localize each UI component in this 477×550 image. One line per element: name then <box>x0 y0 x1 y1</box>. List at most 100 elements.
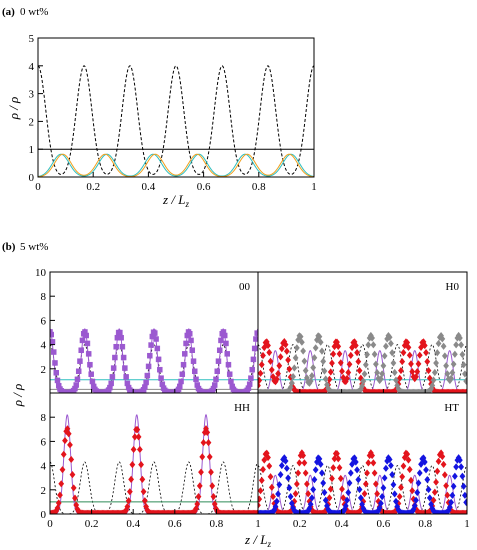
data-point <box>311 476 318 484</box>
data-point <box>145 363 152 370</box>
data-point <box>216 347 223 353</box>
data-point <box>291 364 298 372</box>
data-point <box>301 459 308 467</box>
data-point <box>421 341 428 350</box>
data-point <box>52 360 58 366</box>
data-point <box>413 496 419 504</box>
data-point <box>182 351 188 357</box>
data-point <box>297 333 304 341</box>
data-point <box>378 499 384 507</box>
data-point <box>147 352 153 359</box>
data-point <box>119 343 126 350</box>
data-point <box>123 506 130 514</box>
data-point <box>443 482 449 490</box>
data-point <box>390 359 397 367</box>
data-point <box>277 471 284 479</box>
data-point <box>362 480 369 488</box>
data-point <box>398 366 404 375</box>
data-point <box>329 474 335 483</box>
panel-a-title: 0 wt% <box>20 6 48 18</box>
panel-b-title: 5 wt% <box>20 241 48 253</box>
data-point <box>339 367 345 375</box>
data-point <box>288 379 295 387</box>
data-point <box>451 350 458 358</box>
data-point <box>365 459 372 467</box>
data-point <box>77 358 83 364</box>
data-point <box>360 377 367 385</box>
data-point <box>288 499 295 507</box>
data-point <box>342 377 349 386</box>
data-point <box>125 497 132 505</box>
data-point <box>367 449 374 457</box>
data-point <box>398 483 404 492</box>
data-point <box>154 345 161 352</box>
data-point <box>462 491 467 499</box>
data-point <box>396 492 403 501</box>
data-point <box>460 361 467 369</box>
data-point <box>433 359 439 367</box>
data-point <box>408 476 414 484</box>
data-point <box>258 381 261 390</box>
data-point <box>337 359 344 367</box>
data-point <box>409 367 416 376</box>
data-point <box>67 441 73 449</box>
data-point <box>304 480 310 488</box>
panel-a-xtick-label: 0 <box>35 181 41 193</box>
data-point <box>88 371 94 377</box>
data-point <box>423 349 429 357</box>
panel-a-ytick-label: 5 <box>29 33 35 45</box>
data-point <box>336 464 343 472</box>
data-point <box>321 488 328 497</box>
data-point <box>459 350 466 359</box>
data-point <box>440 342 447 350</box>
data-point <box>293 480 300 488</box>
panel-b-ytick-label: 8 <box>41 412 47 424</box>
data-point <box>272 502 279 511</box>
data-point <box>292 354 299 362</box>
panel-b-xtick-label: 1 <box>255 518 261 530</box>
data-point <box>290 372 296 381</box>
panel-b-ylabel: ρ / ρ <box>10 384 25 408</box>
data-point <box>215 358 222 364</box>
panel-b-xtick-label: 0.8 <box>210 518 224 530</box>
data-point <box>320 479 327 487</box>
data-point <box>345 368 352 377</box>
data-point <box>463 377 467 385</box>
data-point <box>179 371 186 377</box>
data-point <box>345 488 352 497</box>
panel-b-ytick-label: 6 <box>41 315 47 327</box>
data-point <box>336 350 343 358</box>
data-point <box>73 501 80 509</box>
data-point <box>441 352 448 360</box>
data-point <box>311 354 318 362</box>
data-point <box>449 491 456 499</box>
data-point <box>84 340 91 347</box>
data-point <box>307 377 314 385</box>
data-point <box>228 378 234 385</box>
data-point <box>258 487 264 495</box>
subpanel-hh: HH <box>50 402 258 514</box>
data-point <box>285 356 291 364</box>
data-point <box>285 474 291 482</box>
data-point <box>282 340 289 349</box>
data-point <box>339 485 345 493</box>
data-point <box>406 465 413 474</box>
data-point <box>388 461 394 470</box>
panel-a-series-3 <box>37 153 315 178</box>
panel-a-xtick-label: 0.4 <box>142 181 156 193</box>
subpanel-label: HT <box>444 402 459 414</box>
data-point <box>258 369 264 377</box>
data-point <box>409 487 416 495</box>
data-point <box>83 332 89 339</box>
data-point <box>292 490 299 498</box>
data-point <box>75 368 82 375</box>
data-point <box>139 475 146 483</box>
data-point <box>383 464 389 472</box>
data-point <box>74 505 81 513</box>
data-point <box>291 497 298 506</box>
panel-a-xtick-label: 0.2 <box>86 181 100 193</box>
data-point <box>458 341 465 349</box>
data-point <box>344 374 350 383</box>
data-point <box>123 374 129 380</box>
data-point <box>283 464 290 472</box>
